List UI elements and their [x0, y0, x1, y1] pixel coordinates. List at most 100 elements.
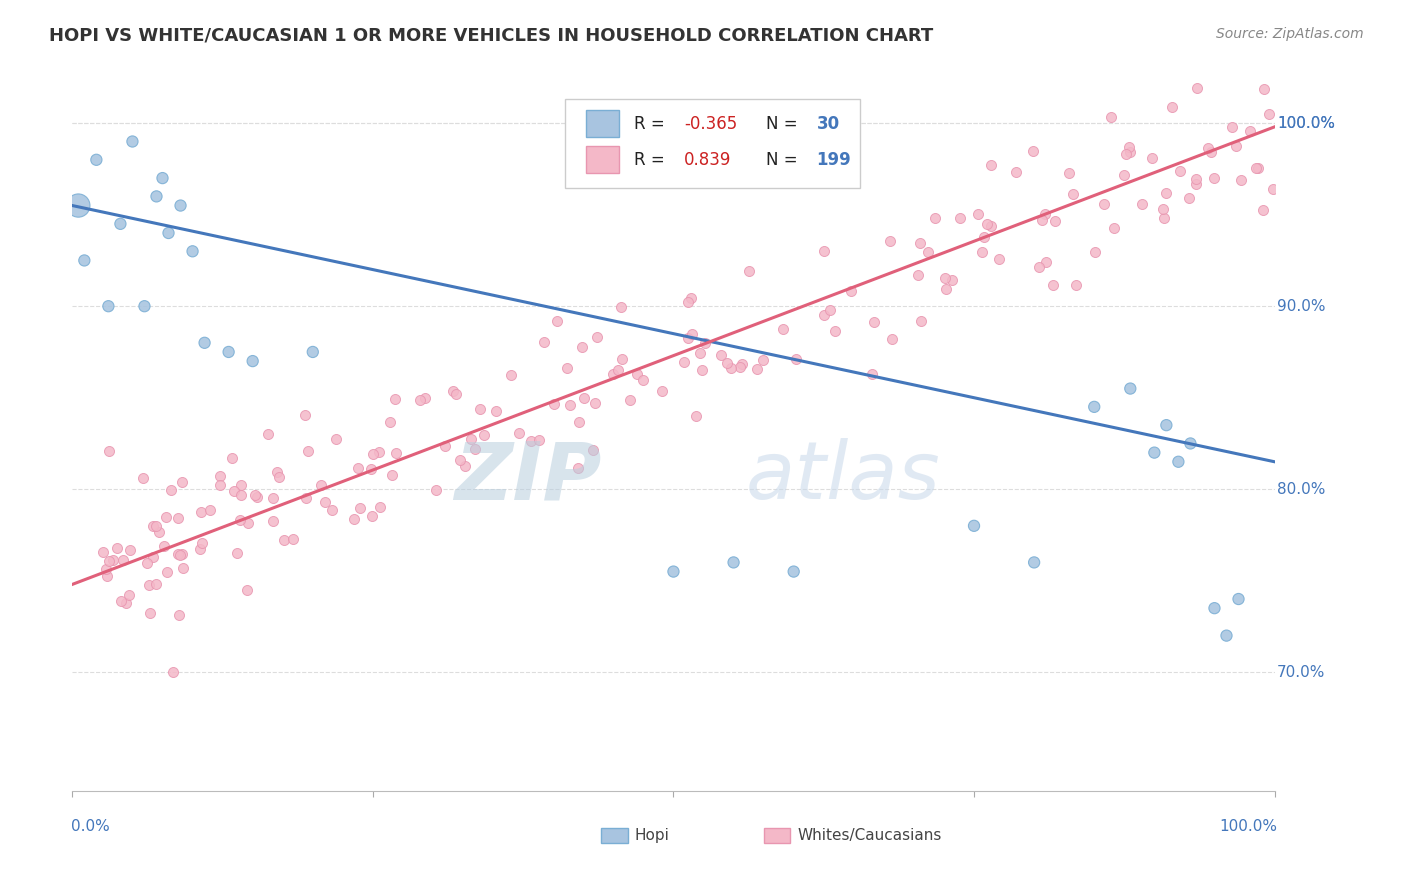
- Point: [681, 291, 703, 305]
- Point: [980, 219, 1002, 233]
- Point: [860, 367, 883, 381]
- Point: [571, 340, 593, 354]
- Point: [685, 409, 707, 423]
- Point: [1261, 182, 1284, 196]
- Point: [218, 345, 240, 359]
- Point: [935, 282, 957, 296]
- Point: [153, 539, 176, 553]
- Point: [381, 468, 404, 483]
- Point: [110, 594, 132, 608]
- Point: [229, 487, 252, 501]
- Point: [1119, 382, 1142, 396]
- Point: [1239, 124, 1261, 138]
- Point: [813, 309, 835, 323]
- Point: [785, 351, 807, 366]
- Point: [148, 524, 170, 539]
- Point: [349, 500, 371, 515]
- Text: Hopi: Hopi: [636, 828, 669, 843]
- Point: [190, 541, 212, 556]
- Point: [970, 245, 993, 260]
- Text: ZIP: ZIP: [454, 438, 602, 516]
- Point: [1028, 260, 1050, 274]
- Point: [209, 478, 232, 492]
- Point: [368, 500, 391, 514]
- Point: [610, 352, 633, 367]
- Point: [723, 556, 745, 570]
- Point: [118, 588, 141, 602]
- Point: [1083, 400, 1105, 414]
- Point: [1119, 145, 1142, 159]
- Point: [782, 565, 804, 579]
- Point: [602, 368, 624, 382]
- Point: [543, 397, 565, 411]
- Point: [231, 478, 253, 492]
- Point: [94, 562, 117, 576]
- Point: [236, 516, 259, 530]
- Point: [294, 408, 316, 422]
- Point: [295, 491, 318, 505]
- Point: [1059, 166, 1081, 180]
- Point: [194, 335, 217, 350]
- Point: [934, 270, 956, 285]
- Text: 90.0%: 90.0%: [1277, 299, 1326, 314]
- Point: [1112, 169, 1135, 183]
- Point: [1184, 177, 1206, 191]
- Point: [198, 503, 221, 517]
- Point: [152, 171, 174, 186]
- Point: [555, 360, 578, 375]
- Point: [441, 384, 464, 398]
- Point: [568, 416, 591, 430]
- Point: [1024, 556, 1046, 570]
- Point: [169, 548, 191, 562]
- Point: [243, 487, 266, 501]
- Point: [863, 315, 886, 329]
- Point: [1156, 418, 1178, 433]
- Point: [910, 314, 932, 328]
- Point: [360, 462, 382, 476]
- Point: [1115, 146, 1137, 161]
- Point: [449, 452, 471, 467]
- Point: [508, 426, 530, 441]
- Point: [752, 353, 775, 368]
- Bar: [602, 828, 627, 843]
- Point: [1035, 255, 1057, 269]
- Point: [156, 566, 179, 580]
- Point: [1202, 170, 1225, 185]
- Point: [582, 442, 605, 457]
- Point: [1064, 278, 1087, 293]
- Point: [619, 392, 641, 407]
- Point: [225, 546, 247, 560]
- Point: [772, 321, 794, 335]
- FancyBboxPatch shape: [565, 99, 860, 188]
- Point: [135, 557, 157, 571]
- Text: R =: R =: [634, 115, 669, 133]
- Point: [1227, 592, 1250, 607]
- Point: [145, 577, 167, 591]
- Point: [190, 536, 212, 550]
- Point: [1152, 202, 1174, 216]
- Point: [1099, 110, 1122, 124]
- Point: [98, 554, 121, 568]
- Point: [1180, 436, 1202, 450]
- Point: [1201, 145, 1223, 159]
- Text: -0.365: -0.365: [685, 115, 738, 133]
- Point: [907, 268, 929, 282]
- Point: [273, 533, 295, 547]
- Text: 100.0%: 100.0%: [1277, 116, 1334, 131]
- Point: [325, 432, 347, 446]
- Text: N =: N =: [766, 115, 803, 133]
- Point: [818, 303, 841, 318]
- Point: [172, 561, 194, 575]
- Point: [121, 135, 143, 149]
- Point: [910, 235, 932, 250]
- Point: [361, 509, 384, 524]
- Point: [690, 363, 713, 377]
- Text: 30: 30: [817, 115, 839, 133]
- Text: 70.0%: 70.0%: [1277, 665, 1326, 680]
- Point: [879, 235, 901, 249]
- Point: [1042, 277, 1064, 292]
- Point: [169, 198, 191, 212]
- Point: [681, 326, 703, 341]
- Point: [610, 301, 633, 315]
- Point: [1185, 81, 1208, 95]
